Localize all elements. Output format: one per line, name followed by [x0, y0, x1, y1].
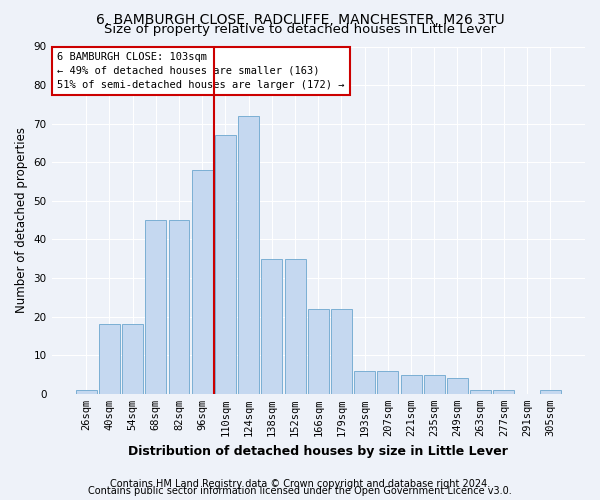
- Bar: [331, 309, 352, 394]
- Text: Contains public sector information licensed under the Open Government Licence v3: Contains public sector information licen…: [88, 486, 512, 496]
- Bar: [424, 374, 445, 394]
- Bar: [354, 370, 375, 394]
- Bar: [284, 258, 305, 394]
- Text: 6 BAMBURGH CLOSE: 103sqm
← 49% of detached houses are smaller (163)
51% of semi-: 6 BAMBURGH CLOSE: 103sqm ← 49% of detach…: [57, 52, 344, 90]
- Bar: [540, 390, 561, 394]
- Bar: [76, 390, 97, 394]
- Bar: [493, 390, 514, 394]
- Text: Size of property relative to detached houses in Little Lever: Size of property relative to detached ho…: [104, 24, 496, 36]
- Bar: [145, 220, 166, 394]
- Bar: [192, 170, 212, 394]
- Bar: [401, 374, 422, 394]
- Bar: [169, 220, 190, 394]
- Text: 6, BAMBURGH CLOSE, RADCLIFFE, MANCHESTER, M26 3TU: 6, BAMBURGH CLOSE, RADCLIFFE, MANCHESTER…: [95, 12, 505, 26]
- X-axis label: Distribution of detached houses by size in Little Lever: Distribution of detached houses by size …: [128, 444, 508, 458]
- Y-axis label: Number of detached properties: Number of detached properties: [15, 127, 28, 313]
- Bar: [99, 324, 120, 394]
- Text: Contains HM Land Registry data © Crown copyright and database right 2024.: Contains HM Land Registry data © Crown c…: [110, 479, 490, 489]
- Bar: [470, 390, 491, 394]
- Bar: [262, 258, 283, 394]
- Bar: [215, 136, 236, 394]
- Bar: [308, 309, 329, 394]
- Bar: [377, 370, 398, 394]
- Bar: [447, 378, 468, 394]
- Bar: [238, 116, 259, 394]
- Bar: [122, 324, 143, 394]
